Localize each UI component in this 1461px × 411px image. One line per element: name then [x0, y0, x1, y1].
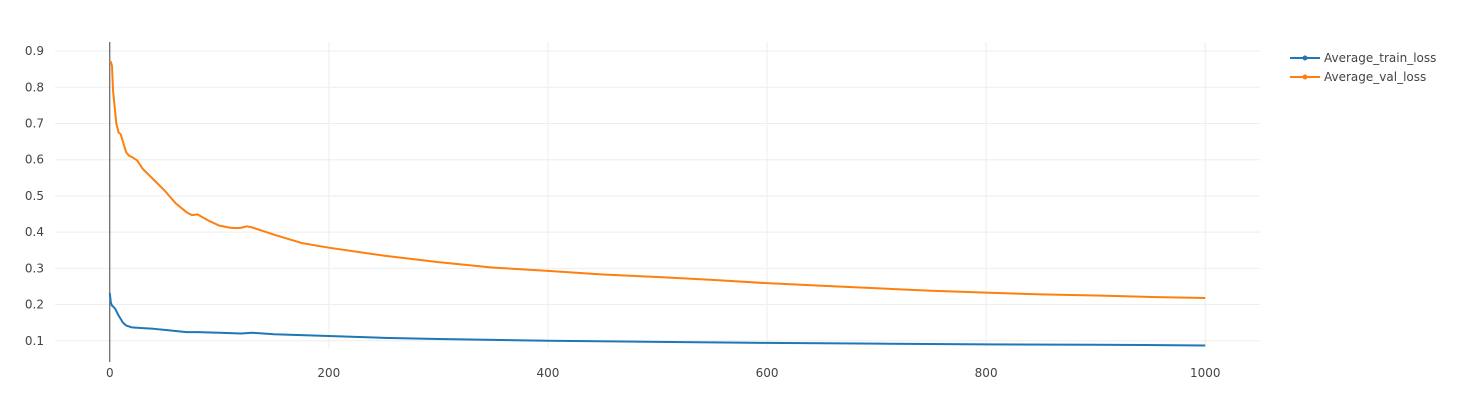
- series-line-average-train-loss: [108, 292, 1206, 347]
- series-line-average-val-loss: [109, 60, 1206, 300]
- y-tick-label: 0.1: [25, 334, 44, 348]
- legend-marker: [1302, 74, 1308, 80]
- legend-label: Average_train_loss: [1324, 51, 1436, 65]
- grid: [55, 42, 1260, 348]
- series: [108, 60, 1206, 347]
- y-tick-label: 0.7: [25, 116, 44, 130]
- y-tick-label: 0.6: [25, 153, 44, 167]
- legend[interactable]: Average_train_loss Average_val_loss: [1290, 51, 1436, 84]
- x-tick-label: 600: [756, 366, 779, 380]
- x-tick-label: 400: [537, 366, 560, 380]
- x-tick-label: 200: [317, 366, 340, 380]
- y-tick-label: 0.5: [25, 189, 44, 203]
- x-tick-label: 1000: [1190, 366, 1221, 380]
- legend-label: Average_val_loss: [1324, 70, 1426, 84]
- y-tick-label: 0.9: [25, 44, 44, 58]
- y-tick-label: 0.8: [25, 80, 44, 94]
- x-tick-label: 0: [106, 366, 114, 380]
- y-tick-label: 0.4: [25, 225, 44, 239]
- legend-item[interactable]: Average_val_loss: [1290, 70, 1426, 84]
- legend-item[interactable]: Average_train_loss: [1290, 51, 1436, 65]
- legend-marker: [1302, 55, 1308, 61]
- axes: 0.1 0.2 0.3 0.4 0.5 0.6 0.7 0.8 0.9 0 200 400 600 800…: [25, 42, 1221, 380]
- x-tick-label: 800: [975, 366, 998, 380]
- y-tick-label: 0.2: [25, 298, 44, 312]
- y-tick-label: 0.3: [25, 261, 44, 275]
